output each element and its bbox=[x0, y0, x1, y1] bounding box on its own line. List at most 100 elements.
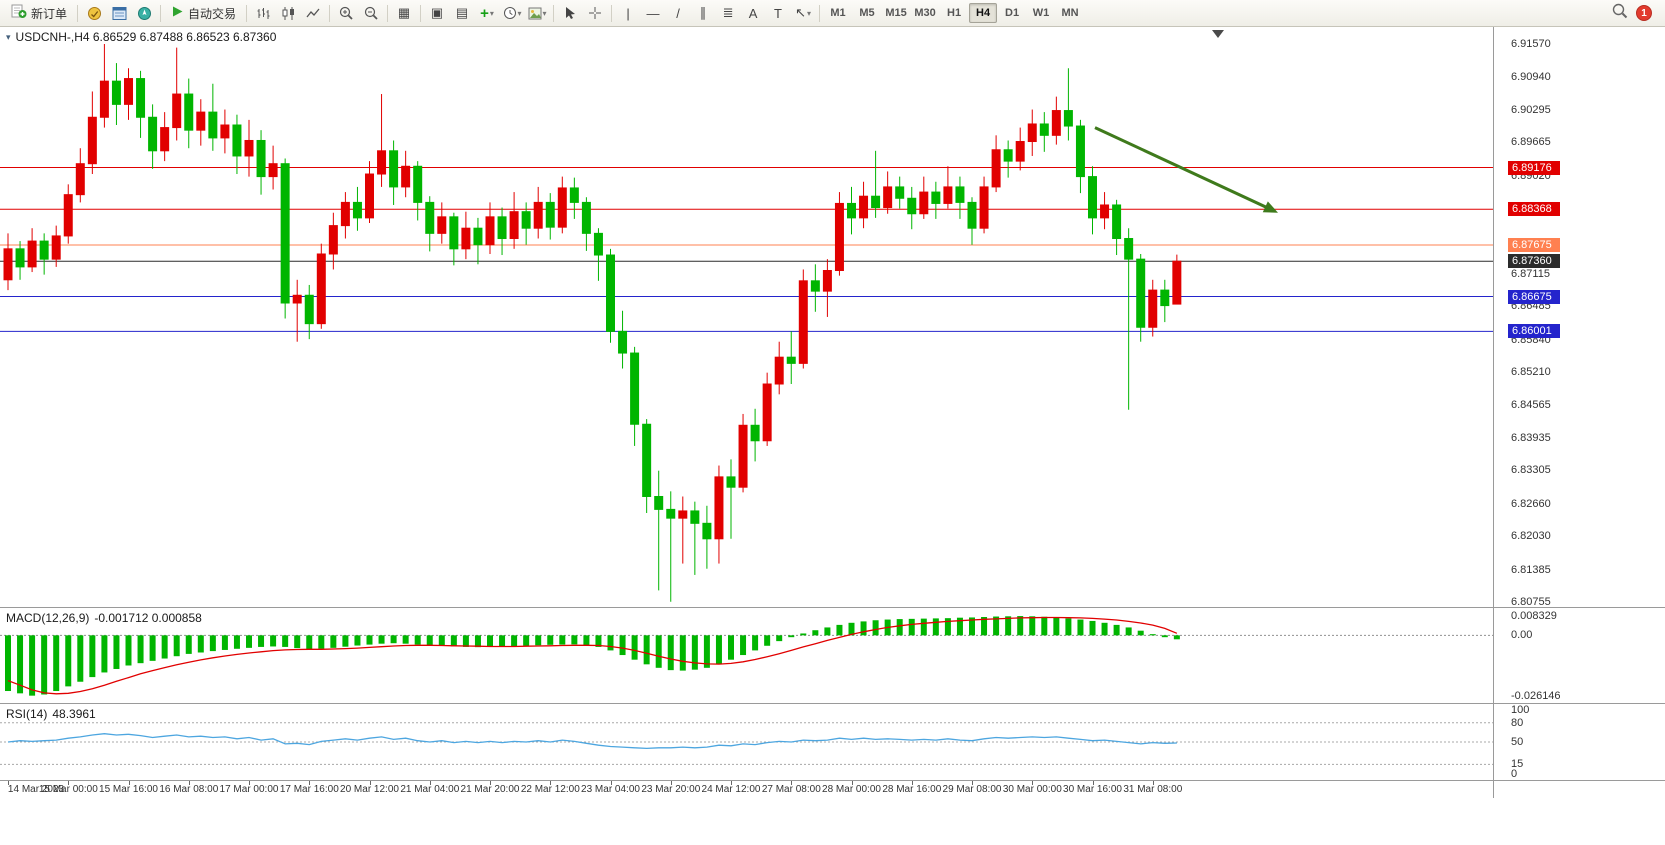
candle-body bbox=[883, 186, 893, 209]
bar-chart-icon[interactable] bbox=[251, 2, 275, 24]
time-tick bbox=[670, 781, 672, 785]
timeframe-m5[interactable]: M5 bbox=[859, 7, 875, 19]
grid-icon[interactable]: ▦ bbox=[397, 5, 411, 20]
line-chart-icon[interactable] bbox=[301, 2, 325, 24]
timeframe-w1[interactable]: W1 bbox=[1032, 7, 1050, 19]
macd-histogram-bar bbox=[571, 635, 578, 645]
candle-body bbox=[738, 424, 748, 488]
price-axis-label: 6.89665 bbox=[1511, 136, 1551, 149]
candle-body bbox=[316, 253, 326, 325]
auto-trading-button[interactable]: 自动交易 bbox=[165, 2, 242, 24]
macd-histogram-bar bbox=[53, 635, 60, 692]
candle-body bbox=[1136, 258, 1146, 328]
navigator-icon[interactable] bbox=[132, 2, 156, 24]
macd-histogram-bar bbox=[969, 617, 975, 636]
price-line-label[interactable]: 6.88368 bbox=[1508, 202, 1560, 217]
candle-body bbox=[702, 522, 712, 540]
macd-histogram-bar bbox=[65, 635, 72, 687]
candle-body bbox=[593, 232, 603, 256]
price-axis-label: 6.91570 bbox=[1511, 38, 1551, 50]
market-watch-icon[interactable] bbox=[82, 2, 106, 24]
macd-canvas[interactable] bbox=[0, 608, 1493, 703]
candle-body bbox=[27, 240, 37, 268]
price-line-label[interactable]: 6.87360 bbox=[1508, 254, 1560, 269]
candle-body bbox=[244, 139, 254, 157]
cursor-icon[interactable] bbox=[558, 2, 582, 24]
macd-histogram-bar bbox=[752, 635, 759, 651]
price-axis-label: 6.80755 bbox=[1511, 596, 1551, 607]
notification-badge[interactable]: 1 bbox=[1636, 5, 1652, 21]
candlestick-chart-icon[interactable] bbox=[276, 2, 300, 24]
macd-histogram-bar bbox=[728, 635, 734, 660]
trendline-tool-icon[interactable]: / bbox=[676, 5, 680, 21]
timeframe-m15[interactable]: M15 bbox=[885, 7, 907, 19]
candle-body bbox=[461, 227, 471, 250]
horizontal-line-tool-icon[interactable]: — bbox=[646, 5, 660, 21]
timeframe-d1[interactable]: D1 bbox=[1005, 7, 1020, 19]
text-tool-icon[interactable]: A bbox=[748, 5, 758, 21]
macd-histogram-bar bbox=[330, 635, 337, 648]
candle-body bbox=[834, 202, 844, 272]
timeframe-m30[interactable]: M30 bbox=[914, 7, 936, 19]
main-chart-canvas[interactable] bbox=[0, 27, 1493, 607]
zoom-in-icon[interactable] bbox=[334, 2, 358, 24]
time-axis-label: 21 Mar 04:00 bbox=[400, 784, 460, 795]
new-order-button[interactable]: 新订单 bbox=[5, 2, 73, 24]
candle-body bbox=[401, 165, 411, 188]
timeframe-m1[interactable]: M1 bbox=[830, 7, 846, 19]
macd-histogram-bar bbox=[836, 624, 843, 636]
price-line-label[interactable]: 6.86001 bbox=[1508, 324, 1560, 339]
trend-arrow[interactable] bbox=[1094, 126, 1272, 211]
label-tool-icon[interactable]: T bbox=[774, 5, 782, 21]
toolbar-separator bbox=[819, 4, 821, 22]
channel-tool-icon[interactable]: ∥ bbox=[699, 5, 707, 20]
candle-body bbox=[545, 201, 555, 228]
candle-body bbox=[208, 111, 218, 139]
macd-histogram-bar bbox=[788, 635, 795, 638]
candle-body bbox=[51, 235, 61, 260]
indicators-add-icon[interactable]: + ▾ bbox=[480, 4, 494, 22]
timeframe-mn[interactable]: MN bbox=[1061, 7, 1079, 19]
candle-body bbox=[75, 163, 85, 196]
trend-arrow-head[interactable] bbox=[1262, 201, 1278, 213]
macd-histogram-bar bbox=[1041, 616, 1048, 636]
candle-body bbox=[449, 216, 459, 250]
crosshair-icon[interactable] bbox=[583, 2, 607, 24]
time-tick bbox=[550, 781, 552, 785]
timeframe-h4[interactable]: H4 bbox=[969, 3, 998, 23]
fibonacci-tool-icon[interactable]: ≣ bbox=[722, 5, 734, 20]
price-line-label[interactable]: 6.87675 bbox=[1508, 238, 1560, 252]
time-axis[interactable]: 14 Mar 2023 15 Mar 00:00 15 Mar 16:00 16 Ma… bbox=[0, 780, 1665, 798]
macd-histogram-bar bbox=[956, 617, 963, 636]
cascade-windows-icon[interactable]: ▤ bbox=[455, 5, 469, 20]
macd-histogram-bar bbox=[414, 635, 421, 645]
arrows-tool-icon[interactable]: ↖ ▾ bbox=[795, 5, 811, 20]
zoom-out-icon[interactable] bbox=[359, 2, 383, 24]
macd-histogram-bar bbox=[1113, 624, 1120, 636]
macd-histogram-bar bbox=[487, 635, 493, 647]
macd-histogram-bar bbox=[438, 635, 445, 647]
price-axis-label: 6.82030 bbox=[1511, 530, 1551, 543]
search-icon[interactable] bbox=[1612, 3, 1628, 24]
periods-clock-icon[interactable]: ▾ bbox=[500, 2, 524, 24]
candle-body bbox=[1124, 238, 1134, 260]
rsi-canvas[interactable] bbox=[0, 704, 1493, 780]
macd-histogram-bar bbox=[643, 635, 650, 665]
toolbar-separator bbox=[246, 4, 248, 22]
candle-body bbox=[606, 254, 615, 332]
rsi-title: RSI(14) bbox=[6, 707, 48, 721]
candle-body bbox=[533, 201, 543, 229]
price-line-label[interactable]: 6.86675 bbox=[1508, 289, 1560, 304]
macd-histogram-bar bbox=[848, 622, 855, 636]
timeframe-h1[interactable]: H1 bbox=[947, 7, 962, 19]
candle-body bbox=[859, 195, 869, 219]
one-click-trading-toggle[interactable]: ▾ bbox=[6, 31, 11, 42]
macd-histogram-bar bbox=[679, 635, 686, 671]
templates-icon[interactable]: ▾ bbox=[525, 2, 549, 24]
candle-body bbox=[871, 195, 881, 209]
tile-windows-icon[interactable]: ▣ bbox=[430, 5, 444, 20]
price-line-label[interactable]: 6.89176 bbox=[1508, 160, 1560, 175]
price-scale[interactable]: 6.91570 6.90940 6.90295 6.89665 6.89020 6.871… bbox=[1493, 27, 1665, 607]
data-window-icon[interactable] bbox=[107, 2, 131, 24]
vertical-line-tool-icon[interactable]: | bbox=[626, 5, 630, 21]
